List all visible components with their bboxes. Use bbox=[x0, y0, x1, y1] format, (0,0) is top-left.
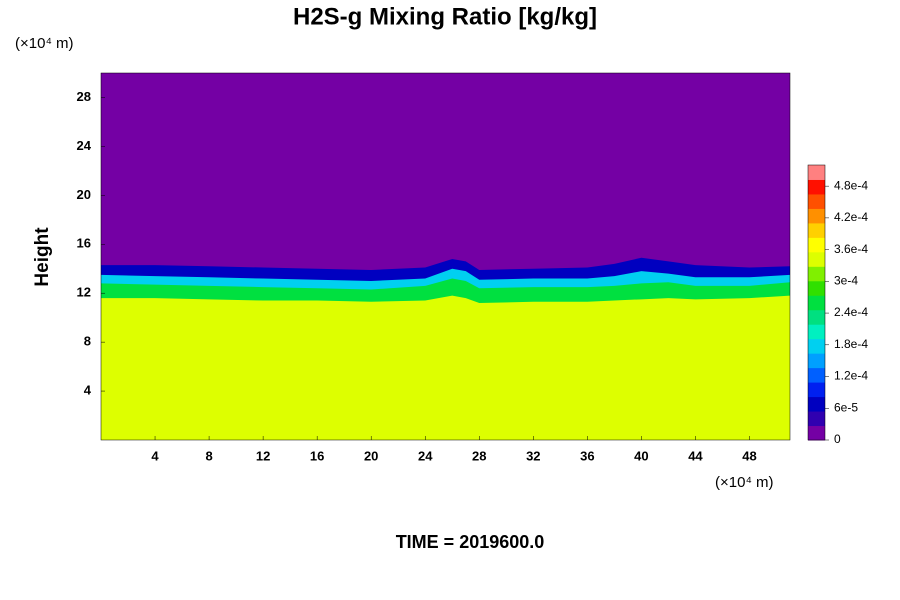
colorbar-segment bbox=[808, 396, 825, 412]
colorbar-frame bbox=[807, 164, 826, 441]
y-tick-label: 4 bbox=[84, 383, 92, 398]
x-tick-label: 32 bbox=[526, 448, 540, 463]
colorbar-segment bbox=[808, 295, 825, 311]
y-tick-label: 16 bbox=[77, 236, 91, 251]
y-axis-label: Height bbox=[32, 227, 53, 287]
x-tick-label: 36 bbox=[580, 448, 594, 463]
x-tick-label: 44 bbox=[688, 448, 703, 463]
colorbar-segment bbox=[808, 324, 825, 340]
colorbar-segment bbox=[808, 338, 825, 354]
y-unit: (×10⁴ m) bbox=[15, 35, 74, 52]
colorbar-tick-label: 3.6e-4 bbox=[834, 242, 868, 256]
plot-frame bbox=[100, 72, 791, 441]
colorbar-segment bbox=[808, 237, 825, 253]
y-tick-label: 28 bbox=[77, 89, 91, 104]
colorbar-tick-label: 4.2e-4 bbox=[834, 210, 868, 224]
colorbar-tick-label: 1.8e-4 bbox=[834, 337, 868, 351]
colorbar-tick-label: 6e-5 bbox=[834, 400, 858, 414]
colorbar-segment bbox=[808, 179, 825, 195]
colorbar-tick-label: 4.8e-4 bbox=[834, 178, 868, 192]
y-tick-label: 20 bbox=[77, 187, 91, 202]
x-tick-label: 12 bbox=[256, 448, 270, 463]
colorbar-segment bbox=[808, 309, 825, 325]
colorbar-segment bbox=[808, 425, 825, 441]
colorbar-segment bbox=[808, 367, 825, 383]
x-tick-label: 28 bbox=[472, 448, 486, 463]
colorbar-segment bbox=[808, 193, 825, 209]
colorbar-segment bbox=[808, 266, 825, 282]
colorbar-tick-label: 0 bbox=[834, 432, 841, 446]
x-tick-label: 4 bbox=[151, 448, 159, 463]
y-tick-label: 8 bbox=[84, 334, 91, 349]
x-tick-label: 8 bbox=[205, 448, 212, 463]
colorbar-segment bbox=[808, 222, 825, 238]
colorbar-segment bbox=[808, 251, 825, 267]
x-unit: (×10⁴ m) bbox=[715, 474, 774, 491]
colorbar-segment bbox=[808, 280, 825, 296]
contour-layer bbox=[101, 295, 790, 440]
x-tick-label: 40 bbox=[634, 448, 648, 463]
x-tick-label: 20 bbox=[364, 448, 378, 463]
colorbar-segment bbox=[808, 208, 825, 224]
footer: TIME = 2019600.0 bbox=[396, 532, 545, 552]
colorbar-segment bbox=[808, 382, 825, 398]
x-tick-label: 24 bbox=[418, 448, 433, 463]
colorbar-tick-label: 1.2e-4 bbox=[834, 369, 868, 383]
colorbar-segment bbox=[808, 165, 825, 180]
chart-title: H2S-g Mixing Ratio [kg/kg] bbox=[293, 3, 597, 30]
colorbar-segment bbox=[808, 353, 825, 369]
colorbar-tick-label: 3e-4 bbox=[834, 274, 858, 288]
colorbar-segment bbox=[808, 411, 825, 427]
x-tick-label: 16 bbox=[310, 448, 324, 463]
colorbar-tick-label: 2.4e-4 bbox=[834, 305, 868, 319]
y-tick-label: 24 bbox=[77, 138, 92, 153]
x-tick-label: 48 bbox=[742, 448, 756, 463]
y-tick-label: 12 bbox=[77, 285, 91, 300]
